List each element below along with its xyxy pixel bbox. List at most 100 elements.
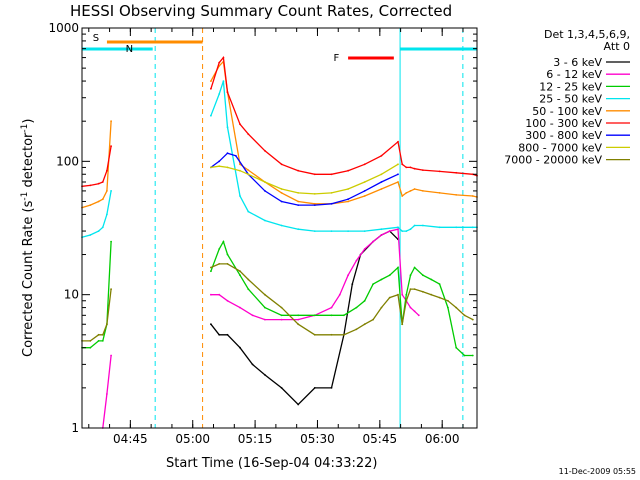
legend-label: 100 - 300 keV — [525, 117, 602, 130]
data-point — [297, 403, 300, 406]
data-point — [297, 169, 300, 172]
flare-flag-label: F — [334, 53, 340, 64]
data-point — [413, 266, 416, 269]
data-point — [89, 204, 92, 207]
data-point — [247, 288, 250, 290]
data-point — [89, 184, 92, 187]
data-point — [380, 228, 383, 231]
data-point — [226, 152, 229, 155]
data-point — [380, 181, 383, 183]
data-point — [347, 198, 349, 201]
data-point — [264, 219, 266, 222]
data-point — [471, 226, 474, 229]
data-point — [101, 333, 104, 336]
data-point — [210, 323, 212, 326]
data-point — [251, 363, 254, 366]
data-point — [380, 154, 383, 157]
data-point — [226, 166, 229, 169]
data-point — [280, 224, 283, 227]
data-point — [239, 346, 241, 349]
data-point — [110, 145, 112, 148]
data-point — [380, 188, 383, 190]
data-point — [210, 270, 212, 273]
data-point — [110, 240, 112, 243]
data-point — [438, 283, 441, 285]
data-point — [264, 181, 266, 183]
series-4 — [81, 80, 478, 239]
data-point — [330, 314, 333, 317]
series-line — [102, 355, 112, 429]
data-point — [222, 56, 225, 59]
y-axis-label-sup2: -1 — [20, 124, 30, 133]
data-point — [218, 333, 221, 336]
series-3 — [81, 239, 474, 357]
data-point — [409, 190, 412, 192]
legend-header-1: Det 1,3,4,5,6,9, — [544, 28, 630, 41]
data-point — [409, 274, 412, 277]
data-point — [313, 173, 316, 176]
data-point — [455, 346, 458, 349]
data-point — [330, 192, 333, 194]
legend-label: 800 - 7000 keV — [518, 141, 602, 154]
legend-label: 6 - 12 keV — [546, 68, 602, 81]
series-line — [210, 60, 478, 205]
data-point — [226, 126, 229, 129]
legend-item: 7000 - 20000 keV — [504, 154, 630, 167]
data-point — [372, 283, 374, 285]
x-tick-label: 05:30 — [300, 432, 335, 446]
data-point — [280, 192, 283, 194]
data-point — [264, 318, 266, 321]
data-point — [388, 230, 391, 233]
data-point — [413, 188, 416, 190]
data-point — [330, 202, 333, 205]
data-point — [413, 288, 416, 290]
series-line — [210, 263, 474, 336]
data-point — [313, 230, 316, 233]
data-point — [247, 133, 250, 136]
data-point — [247, 278, 250, 281]
night-flag-label: N — [126, 44, 133, 55]
data-point — [430, 278, 433, 281]
data-point — [409, 288, 412, 290]
data-point — [97, 182, 100, 185]
data-point — [397, 181, 399, 183]
y-axis-label-mid: detector — [21, 132, 36, 192]
data-point — [447, 306, 449, 309]
data-point — [397, 293, 399, 296]
data-point — [222, 240, 225, 243]
data-point — [363, 190, 366, 192]
data-point — [401, 293, 404, 296]
data-point — [313, 193, 316, 195]
data-point — [313, 204, 316, 207]
data-point — [380, 278, 383, 281]
data-point — [347, 274, 349, 277]
series-line — [210, 228, 420, 321]
legend-item: 300 - 800 keV — [525, 129, 630, 142]
data-point — [363, 299, 366, 302]
x-tick-label: 05:15 — [238, 432, 273, 446]
legend-item: 12 - 25 keV — [539, 80, 630, 93]
data-point — [280, 163, 283, 166]
data-point — [422, 190, 424, 192]
data-point — [218, 293, 221, 296]
data-point — [363, 181, 366, 183]
data-point — [89, 340, 92, 342]
chart-title: HESSI Observing Summary Count Rates, Cor… — [70, 2, 452, 20]
x-tick-label: 06:00 — [425, 432, 460, 446]
data-point — [89, 234, 92, 236]
data-point — [234, 154, 237, 157]
y-axis-label-main: Corrected Count Rate (s — [21, 200, 36, 357]
data-point — [97, 230, 100, 233]
data-point — [471, 195, 474, 197]
series-line — [81, 190, 112, 238]
data-point — [313, 387, 316, 389]
data-point — [110, 354, 112, 357]
data-point — [210, 114, 212, 117]
data-point — [422, 274, 424, 277]
legend-label: 3 - 6 keV — [553, 56, 602, 69]
data-point — [397, 228, 399, 231]
data-point — [409, 306, 412, 309]
data-point — [409, 228, 412, 231]
data-point — [413, 310, 416, 313]
